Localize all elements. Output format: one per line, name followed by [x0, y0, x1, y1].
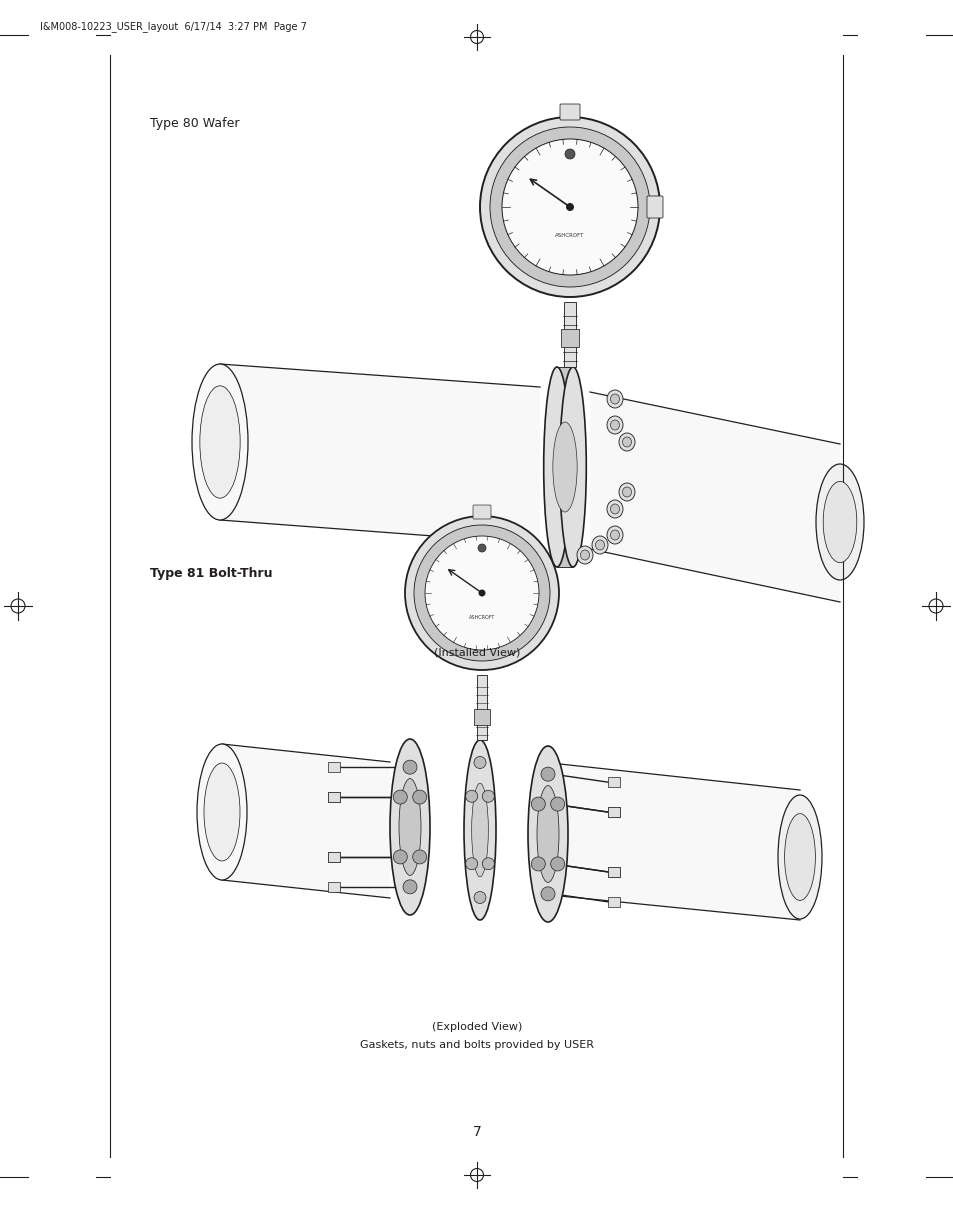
Bar	[607, 867, 619, 877]
Ellipse shape	[610, 394, 618, 404]
Circle shape	[405, 516, 558, 670]
Ellipse shape	[577, 545, 593, 564]
Ellipse shape	[592, 536, 607, 554]
Ellipse shape	[606, 390, 622, 408]
Ellipse shape	[610, 421, 618, 430]
Bar	[328, 762, 339, 772]
Circle shape	[424, 536, 538, 650]
FancyBboxPatch shape	[560, 328, 578, 347]
Circle shape	[550, 797, 564, 811]
Text: ASHCROFT: ASHCROFT	[555, 233, 584, 238]
Circle shape	[477, 544, 485, 551]
Bar	[328, 882, 339, 892]
Circle shape	[540, 767, 555, 782]
Polygon shape	[557, 367, 573, 567]
Ellipse shape	[610, 504, 618, 514]
Ellipse shape	[559, 367, 586, 567]
Bar	[328, 793, 339, 802]
Ellipse shape	[552, 422, 577, 511]
Ellipse shape	[822, 481, 856, 562]
Circle shape	[465, 790, 477, 802]
Circle shape	[393, 790, 407, 804]
FancyBboxPatch shape	[474, 709, 490, 725]
Circle shape	[531, 797, 545, 811]
Circle shape	[565, 202, 574, 211]
Circle shape	[482, 790, 494, 802]
Text: (Exploded View): (Exploded View)	[432, 1022, 521, 1031]
Ellipse shape	[196, 744, 247, 880]
Ellipse shape	[595, 541, 604, 550]
Bar	[607, 867, 619, 877]
Ellipse shape	[471, 783, 488, 876]
Circle shape	[413, 850, 426, 864]
Ellipse shape	[398, 778, 420, 875]
Text: (Installed View): (Installed View)	[434, 647, 519, 657]
Ellipse shape	[606, 416, 622, 434]
Ellipse shape	[543, 367, 570, 567]
FancyBboxPatch shape	[559, 104, 579, 120]
Text: ASHCROFT: ASHCROFT	[468, 614, 495, 619]
Circle shape	[550, 857, 564, 871]
Circle shape	[465, 858, 477, 870]
FancyBboxPatch shape	[646, 196, 662, 218]
Ellipse shape	[778, 795, 821, 919]
Polygon shape	[220, 364, 539, 544]
Ellipse shape	[815, 464, 863, 581]
Ellipse shape	[606, 501, 622, 518]
Text: Type 81 Bolt-Thru: Type 81 Bolt-Thru	[150, 567, 273, 581]
Bar	[563, 302, 576, 367]
Bar	[607, 807, 619, 817]
Polygon shape	[559, 764, 800, 920]
Circle shape	[501, 139, 638, 275]
Circle shape	[402, 880, 416, 893]
Circle shape	[479, 118, 659, 297]
Bar	[328, 852, 339, 862]
Text: 7: 7	[472, 1125, 481, 1139]
Text: Gaskets, nuts and bolts provided by USER: Gaskets, nuts and bolts provided by USER	[359, 1040, 594, 1050]
Bar	[476, 675, 486, 741]
FancyBboxPatch shape	[473, 505, 491, 519]
Ellipse shape	[537, 785, 558, 882]
Bar	[328, 852, 339, 862]
Circle shape	[474, 756, 485, 768]
Polygon shape	[589, 391, 840, 602]
Bar	[607, 777, 619, 787]
Ellipse shape	[622, 438, 631, 447]
Ellipse shape	[610, 530, 618, 541]
Circle shape	[482, 858, 494, 870]
Circle shape	[490, 127, 649, 287]
Ellipse shape	[463, 741, 496, 920]
Circle shape	[531, 857, 545, 871]
Ellipse shape	[783, 813, 815, 901]
Circle shape	[474, 892, 485, 903]
Ellipse shape	[618, 484, 635, 501]
Text: Type 80 Wafer: Type 80 Wafer	[150, 118, 239, 130]
Ellipse shape	[390, 739, 430, 915]
Circle shape	[393, 850, 407, 864]
Circle shape	[478, 589, 485, 596]
Text: I&M008-10223_USER_layout  6/17/14  3:27 PM  Page 7: I&M008-10223_USER_layout 6/17/14 3:27 PM…	[40, 22, 307, 33]
Ellipse shape	[618, 433, 635, 451]
Ellipse shape	[622, 487, 631, 497]
Ellipse shape	[204, 764, 240, 861]
Circle shape	[413, 790, 426, 804]
Bar	[607, 897, 619, 907]
Bar	[607, 807, 619, 817]
Polygon shape	[222, 744, 390, 898]
Circle shape	[402, 760, 416, 774]
Ellipse shape	[606, 526, 622, 544]
Ellipse shape	[527, 747, 567, 922]
Ellipse shape	[199, 385, 240, 498]
Circle shape	[564, 149, 575, 159]
Circle shape	[414, 525, 550, 661]
Bar	[328, 793, 339, 802]
Ellipse shape	[192, 364, 248, 520]
Circle shape	[540, 887, 555, 901]
Ellipse shape	[579, 550, 589, 560]
